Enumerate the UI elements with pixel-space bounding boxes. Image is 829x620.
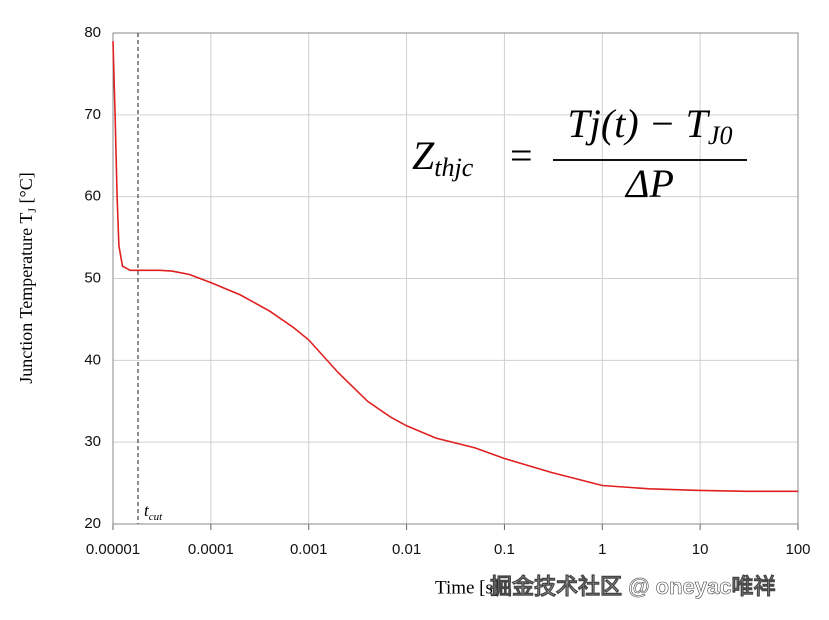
formula-denominator: ΔP bbox=[624, 161, 674, 206]
y-tick-label: 60 bbox=[84, 188, 101, 205]
formula-num-main: Tj(t) − T bbox=[568, 101, 711, 146]
y-label-main: Junction Temperature T bbox=[16, 213, 36, 384]
y-tick-label: 30 bbox=[84, 433, 101, 450]
x-tick-label: 10 bbox=[692, 541, 709, 558]
x-axis-label: Time [s] bbox=[435, 577, 499, 598]
y-tick-label: 20 bbox=[84, 515, 101, 532]
formula-num-sub: J0 bbox=[708, 121, 733, 150]
formula-numerator: Tj(t) − TJ0 bbox=[568, 101, 733, 150]
formula-lhs: Zthjc bbox=[412, 133, 474, 182]
plot-frame bbox=[112, 32, 799, 525]
formula-equals: = bbox=[510, 133, 533, 178]
series-line bbox=[112, 41, 798, 493]
x-tick-label: 0.001 bbox=[290, 541, 328, 558]
x-tick-label: 0.0001 bbox=[188, 541, 234, 558]
y-tick-label: 80 bbox=[84, 24, 101, 41]
y-tick-label: 70 bbox=[84, 106, 101, 123]
x-tick-label: 1 bbox=[598, 541, 606, 558]
x-tick-label: 100 bbox=[785, 541, 810, 558]
y-axis-label: Junction Temperature TJ [°C] bbox=[16, 172, 39, 383]
y-tick-label: 50 bbox=[84, 269, 101, 286]
formula-z: Z bbox=[412, 133, 435, 178]
formula-z-sub: thjc bbox=[434, 153, 473, 182]
cut-label-main: t bbox=[144, 501, 150, 520]
x-tick-label: 0.1 bbox=[494, 541, 515, 558]
y-label-suffix: [°C] bbox=[16, 172, 36, 208]
y-tick-label: 40 bbox=[84, 351, 101, 368]
cut-label: tcut bbox=[144, 501, 163, 523]
x-tick-label: 0.01 bbox=[392, 541, 421, 558]
cut-label-sub: cut bbox=[149, 511, 163, 523]
y-label-sub: J bbox=[25, 208, 39, 213]
x-tick-label: 0.00001 bbox=[86, 541, 140, 558]
watermark: 掘金技术社区 @ oneyac唯祥 bbox=[490, 574, 776, 599]
